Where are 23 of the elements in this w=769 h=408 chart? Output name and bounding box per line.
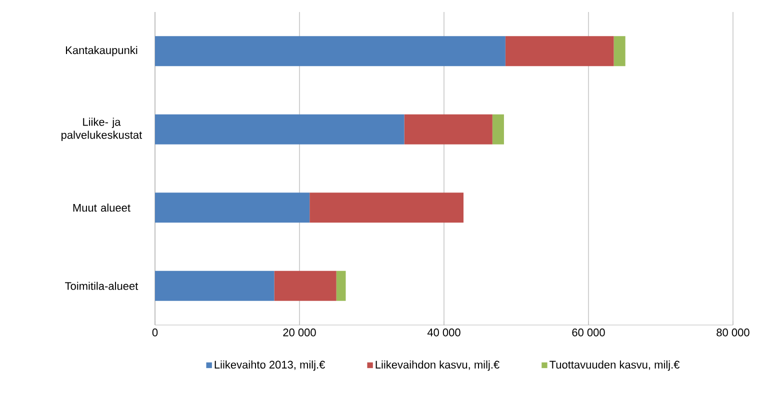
- x-tick-label: 0: [152, 328, 158, 336]
- legend-label: Tuottavuuden kasvu, milj.€: [550, 360, 680, 371]
- legend-label: Liikevaihto 2013, milj.€: [214, 360, 326, 371]
- x-tick-label: 40 000: [427, 328, 460, 336]
- x-tick-label: 80 000: [716, 328, 750, 336]
- y-tick-label: Toimitila-alueet: [65, 282, 138, 290]
- bar: [155, 114, 404, 144]
- bar: [505, 36, 614, 66]
- bar: [492, 114, 504, 144]
- bar: [404, 114, 492, 144]
- bar: [155, 192, 310, 223]
- bar: [614, 36, 626, 66]
- x-tick-label: 60 000: [572, 328, 605, 336]
- bar: [155, 270, 274, 301]
- bar: [155, 36, 506, 66]
- y-tick-label: Kantakaupunki: [66, 46, 138, 56]
- x-tick-label: 20 000: [283, 328, 316, 336]
- y-tick-label: Liike- ja palvelukeskustat: [62, 118, 142, 141]
- bar: [274, 270, 336, 301]
- bar: [310, 192, 464, 223]
- y-tick-label: Muut alueet: [73, 204, 130, 212]
- legend-label: Liikevaihdon kasvu, milj.€: [376, 360, 500, 371]
- bar: [336, 270, 346, 301]
